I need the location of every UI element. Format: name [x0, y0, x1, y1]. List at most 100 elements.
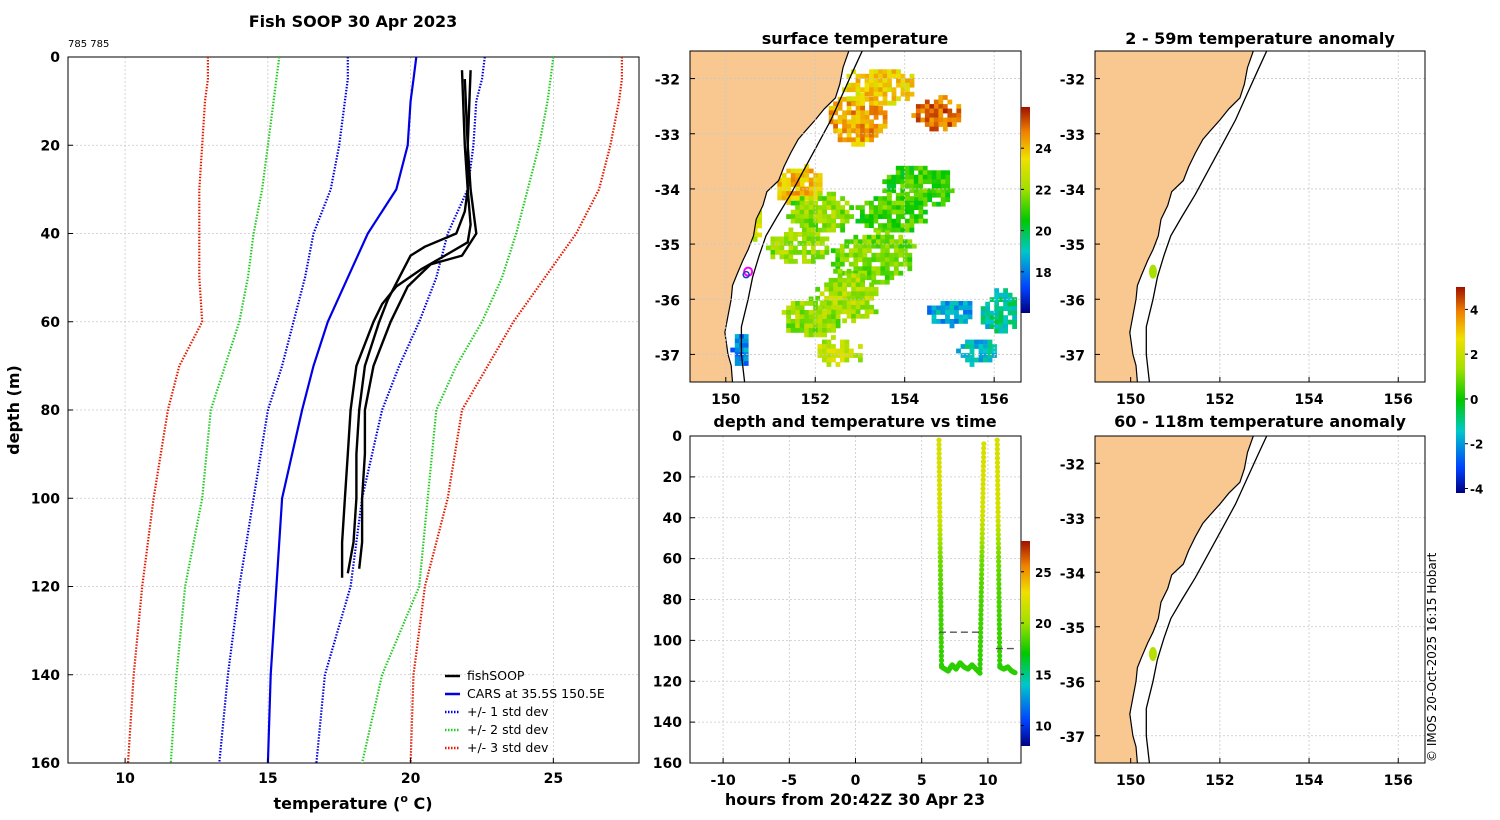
sst-cell	[949, 188, 955, 194]
sst-cell	[790, 323, 796, 329]
sst-cell	[945, 305, 950, 311]
sst-cell	[909, 223, 915, 228]
sst-cell	[978, 357, 984, 363]
sst-cell	[786, 305, 791, 311]
sst-cell	[839, 243, 845, 249]
sst-cell	[869, 87, 874, 93]
depth-time-point	[994, 464, 1001, 470]
depth-time-point	[978, 580, 985, 586]
sst-cell	[909, 209, 915, 215]
sst-cell	[895, 179, 901, 185]
sst-cell	[931, 314, 937, 320]
depth-time-point	[978, 594, 984, 600]
dt-ytick-label: 100	[653, 633, 682, 649]
sst-cell	[880, 252, 886, 258]
sst-cell	[969, 339, 975, 345]
sst-cell	[830, 248, 836, 254]
map-ytick-label: -37	[1060, 348, 1085, 364]
sst-cell	[909, 196, 915, 201]
sst-cell	[869, 295, 874, 301]
sst-cell	[851, 286, 856, 292]
sst-cell	[945, 192, 951, 198]
sst-cell	[958, 319, 964, 324]
depth-time-point	[996, 590, 1002, 596]
depth-time-point	[997, 648, 1003, 655]
sst-cell	[983, 344, 988, 349]
sst-cell	[851, 101, 856, 107]
sst-cell	[846, 110, 852, 116]
sst-cell	[887, 214, 892, 219]
sst-cell	[815, 286, 820, 292]
sst-cell	[804, 168, 810, 174]
sst-cell	[1007, 319, 1013, 325]
sst-cell	[752, 228, 758, 233]
sst-cell	[940, 192, 946, 198]
sst-cell	[994, 328, 999, 334]
sst-cell	[799, 200, 805, 206]
sst-cell	[873, 128, 879, 134]
sst-cell	[860, 273, 865, 279]
sst-cell	[963, 319, 968, 324]
sst-cell	[835, 261, 841, 267]
sst-cell	[833, 291, 838, 297]
sst-cell	[884, 270, 890, 276]
sst-cell	[878, 196, 883, 201]
sst-cell	[918, 179, 924, 185]
profile-ytick-label: 140	[31, 668, 60, 684]
dt-cb-tick-label: 10	[1035, 720, 1052, 734]
sst-cell	[873, 218, 879, 224]
sst-cell	[804, 205, 809, 210]
sst-grid	[690, 51, 1021, 382]
depth-time-point	[979, 517, 986, 523]
depth-time-point	[937, 527, 943, 533]
sst-cell	[855, 273, 861, 279]
profile-grid	[68, 56, 639, 764]
dt-xtick-label: 5	[917, 773, 927, 789]
sst-cell	[837, 137, 843, 143]
sst-cell	[985, 301, 990, 307]
sst-cell	[842, 114, 847, 120]
sst-cell	[864, 87, 870, 93]
sst-cell	[891, 91, 897, 97]
sst-cell	[869, 128, 874, 134]
depth-time-point	[979, 531, 985, 537]
depth-time-point	[996, 635, 1003, 641]
fishsoop-profile-1	[340, 70, 472, 578]
sst-cell	[994, 301, 999, 307]
sst-cell	[893, 248, 899, 254]
sst-cell	[869, 205, 874, 210]
sst-cell	[905, 82, 910, 88]
depth-time-point	[980, 481, 986, 487]
profile-ytick-label: 20	[41, 138, 61, 154]
sst-cell	[853, 261, 859, 267]
sst-cell	[853, 270, 859, 276]
sst-cell	[878, 200, 883, 206]
sst-cell	[813, 328, 818, 333]
sst-cell	[795, 314, 800, 320]
sst-cell	[875, 270, 881, 276]
sst-cell	[969, 344, 975, 349]
sst-cell	[862, 239, 868, 245]
sst-cell	[799, 177, 805, 183]
sst-cell	[889, 243, 895, 249]
sst-cell	[837, 273, 843, 279]
sst-cell	[851, 295, 856, 301]
sst-cell	[784, 241, 789, 246]
sst-ticks: 150 152 154 156 -32 -33 -34 -35 -36 -37	[655, 73, 1009, 408]
sst-cell	[884, 279, 890, 285]
profile-ylabel: depth (m)	[4, 365, 23, 455]
sst-cell	[734, 347, 740, 353]
sst-cell	[858, 344, 863, 349]
sst-cell	[811, 259, 816, 264]
depth-time-point	[936, 464, 942, 470]
sst-cell	[942, 104, 948, 109]
sst-cell	[938, 117, 944, 123]
sst-cell	[900, 183, 906, 189]
sst-cell	[770, 245, 776, 251]
sst-cell	[887, 209, 892, 215]
sst-cell	[833, 282, 838, 288]
sst-cell	[842, 304, 847, 310]
map-ytick-label: -33	[1060, 128, 1085, 144]
sst-cell	[974, 339, 979, 345]
sst-cell	[799, 214, 805, 219]
